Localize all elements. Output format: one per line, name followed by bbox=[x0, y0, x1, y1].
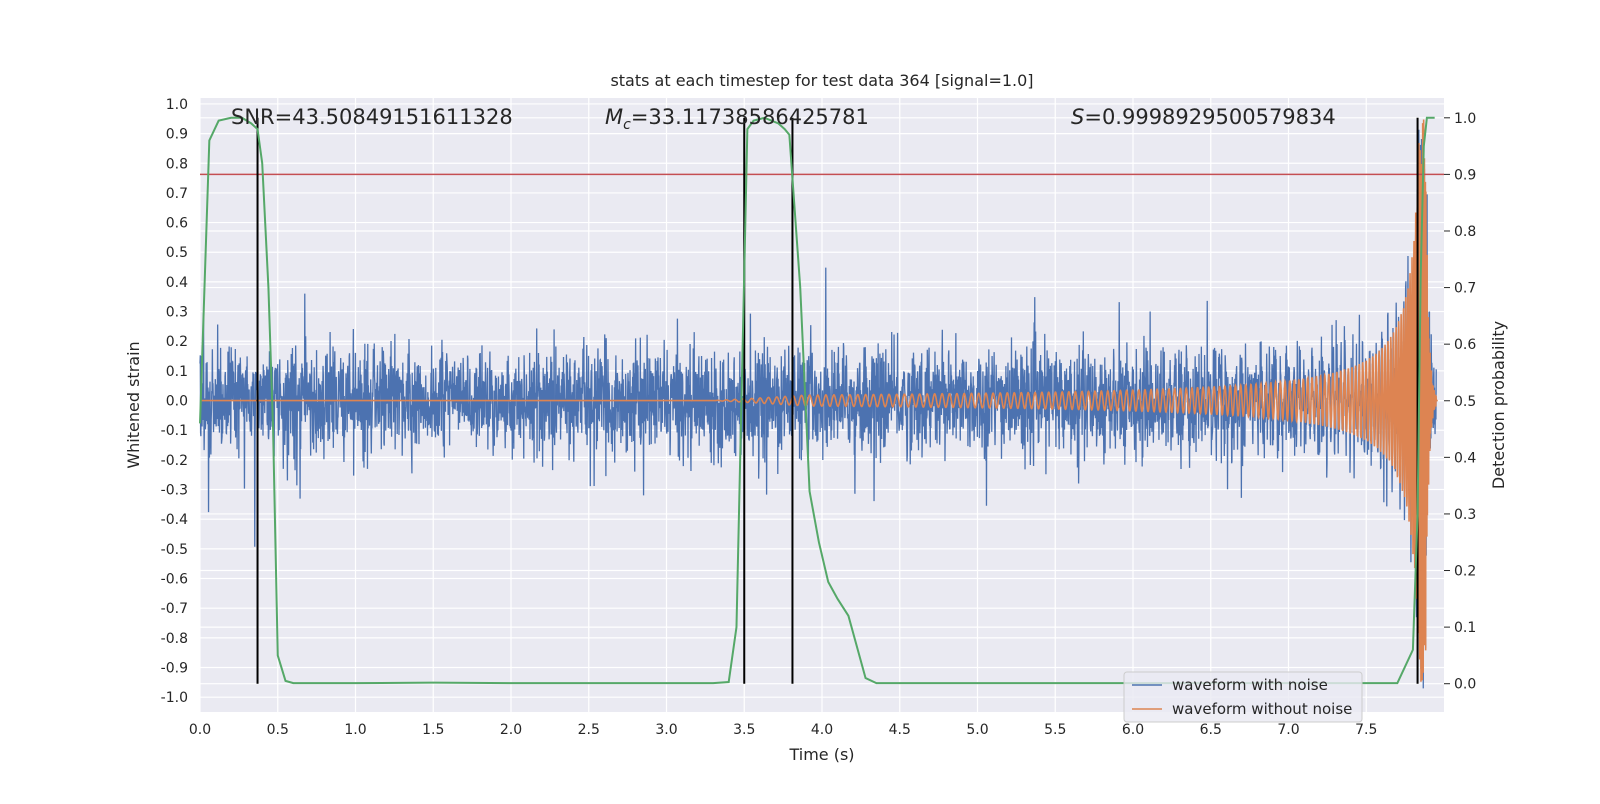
significance-value: =0.9998929500579834 bbox=[1084, 105, 1335, 129]
y2-tick-label: 0.5 bbox=[1454, 394, 1476, 410]
y2-tick-label: 0.4 bbox=[1454, 450, 1476, 466]
x-tick-label: 2.0 bbox=[500, 722, 522, 738]
x-tick-label: 3.0 bbox=[655, 722, 677, 738]
tick-labels: 0.0 0.5 1.0 1.5 2.0 2.5 3.0 3.5 4.0 4.5 5.0 5.5 6.0 6… bbox=[161, 97, 1477, 738]
x-tick-label: 6.5 bbox=[1200, 722, 1222, 738]
y2-tick-label: 0.6 bbox=[1454, 337, 1476, 353]
y-tick-label: 0.9 bbox=[166, 127, 188, 143]
x-tick-label: 1.5 bbox=[422, 722, 444, 738]
x-tick-label: 1.0 bbox=[344, 722, 366, 738]
series-waveform-with-noise bbox=[199, 123, 1437, 689]
y-tick-label: -0.5 bbox=[161, 542, 188, 558]
noise-waveform-line bbox=[199, 123, 1437, 689]
y-tick-label: 0.2 bbox=[166, 334, 188, 350]
event-markers bbox=[256, 117, 1419, 684]
chirp-mass-annotation: Mc=33.11738586425781 bbox=[605, 105, 869, 133]
x-tick-label: 0.0 bbox=[189, 722, 211, 738]
chirp-mass-symbol: M bbox=[605, 105, 623, 129]
y2-tick-label: 0.3 bbox=[1454, 507, 1476, 523]
x-tick-label: 5.5 bbox=[1044, 722, 1066, 738]
y-tick-label: 0.8 bbox=[166, 156, 188, 172]
legend-label-waveform-with-noise: waveform with noise bbox=[1172, 676, 1328, 694]
x-tick-label: 3.5 bbox=[733, 722, 755, 738]
chirp-mass-subscript: c bbox=[623, 117, 631, 133]
y2-tick-label: 1.0 bbox=[1454, 111, 1476, 127]
x-tick-label: 0.5 bbox=[267, 722, 289, 738]
y-tick-label: 0.1 bbox=[166, 364, 188, 380]
y-tick-label: 1.0 bbox=[166, 97, 188, 113]
y2-tick-label: 0.7 bbox=[1454, 281, 1476, 297]
x-tick-label: 5.0 bbox=[966, 722, 988, 738]
series-waveform-without-noise bbox=[200, 119, 1438, 682]
y-tick-label: -0.9 bbox=[161, 661, 188, 677]
x-tick-label: 6.0 bbox=[1122, 722, 1144, 738]
significance-symbol: S bbox=[1071, 105, 1084, 129]
y-tick-label: 0.6 bbox=[166, 216, 188, 232]
y-tick-label: -0.1 bbox=[161, 423, 188, 439]
legend: waveform with noise waveform without noi… bbox=[1123, 671, 1363, 723]
y2-axis-label: Detection probability bbox=[1489, 321, 1508, 489]
y-tick-label: -0.8 bbox=[161, 631, 188, 647]
y-tick-label: -1.0 bbox=[161, 690, 188, 706]
y2-tick-label: 0.8 bbox=[1454, 224, 1476, 240]
y2-tick-label: 0.0 bbox=[1454, 677, 1476, 693]
snr-annotation: SNR=43.50849151611328 bbox=[231, 105, 513, 129]
y2-tick-label: 0.9 bbox=[1454, 167, 1476, 183]
y-tick-label: -0.4 bbox=[161, 512, 188, 528]
clean-waveform-line bbox=[200, 119, 1438, 682]
x-tick-label: 7.5 bbox=[1355, 722, 1377, 738]
legend-box bbox=[1123, 671, 1363, 723]
y-tick-label: -0.6 bbox=[161, 572, 188, 588]
y-axis-label: Whitened strain bbox=[124, 341, 143, 468]
legend-label-waveform-without-noise: waveform without noise bbox=[1172, 700, 1352, 718]
x-tick-label: 7.0 bbox=[1277, 722, 1299, 738]
y2-tick-label: 0.1 bbox=[1454, 620, 1476, 636]
y-tick-label: 0.7 bbox=[166, 186, 188, 202]
chart-title: stats at each timestep for test data 364… bbox=[610, 71, 1033, 90]
significance-annotation: S=0.9998929500579834 bbox=[1071, 105, 1336, 129]
y2-tick-label: 0.2 bbox=[1454, 564, 1476, 580]
y-tick-label: 0.5 bbox=[166, 245, 188, 261]
chirp-mass-value: =33.11738586425781 bbox=[631, 105, 869, 129]
x-axis-label: Time (s) bbox=[788, 745, 854, 764]
y-tick-label: -0.3 bbox=[161, 483, 188, 499]
y-tick-label: -0.7 bbox=[161, 601, 188, 617]
y-tick-label: 0.0 bbox=[166, 394, 188, 410]
y-tick-label: 0.4 bbox=[166, 275, 188, 291]
x-tick-label: 4.0 bbox=[811, 722, 833, 738]
x-tick-label: 2.5 bbox=[578, 722, 600, 738]
x-tick-label: 4.5 bbox=[889, 722, 911, 738]
y-tick-label: -0.2 bbox=[161, 453, 188, 469]
y-tick-label: 0.3 bbox=[166, 305, 188, 321]
